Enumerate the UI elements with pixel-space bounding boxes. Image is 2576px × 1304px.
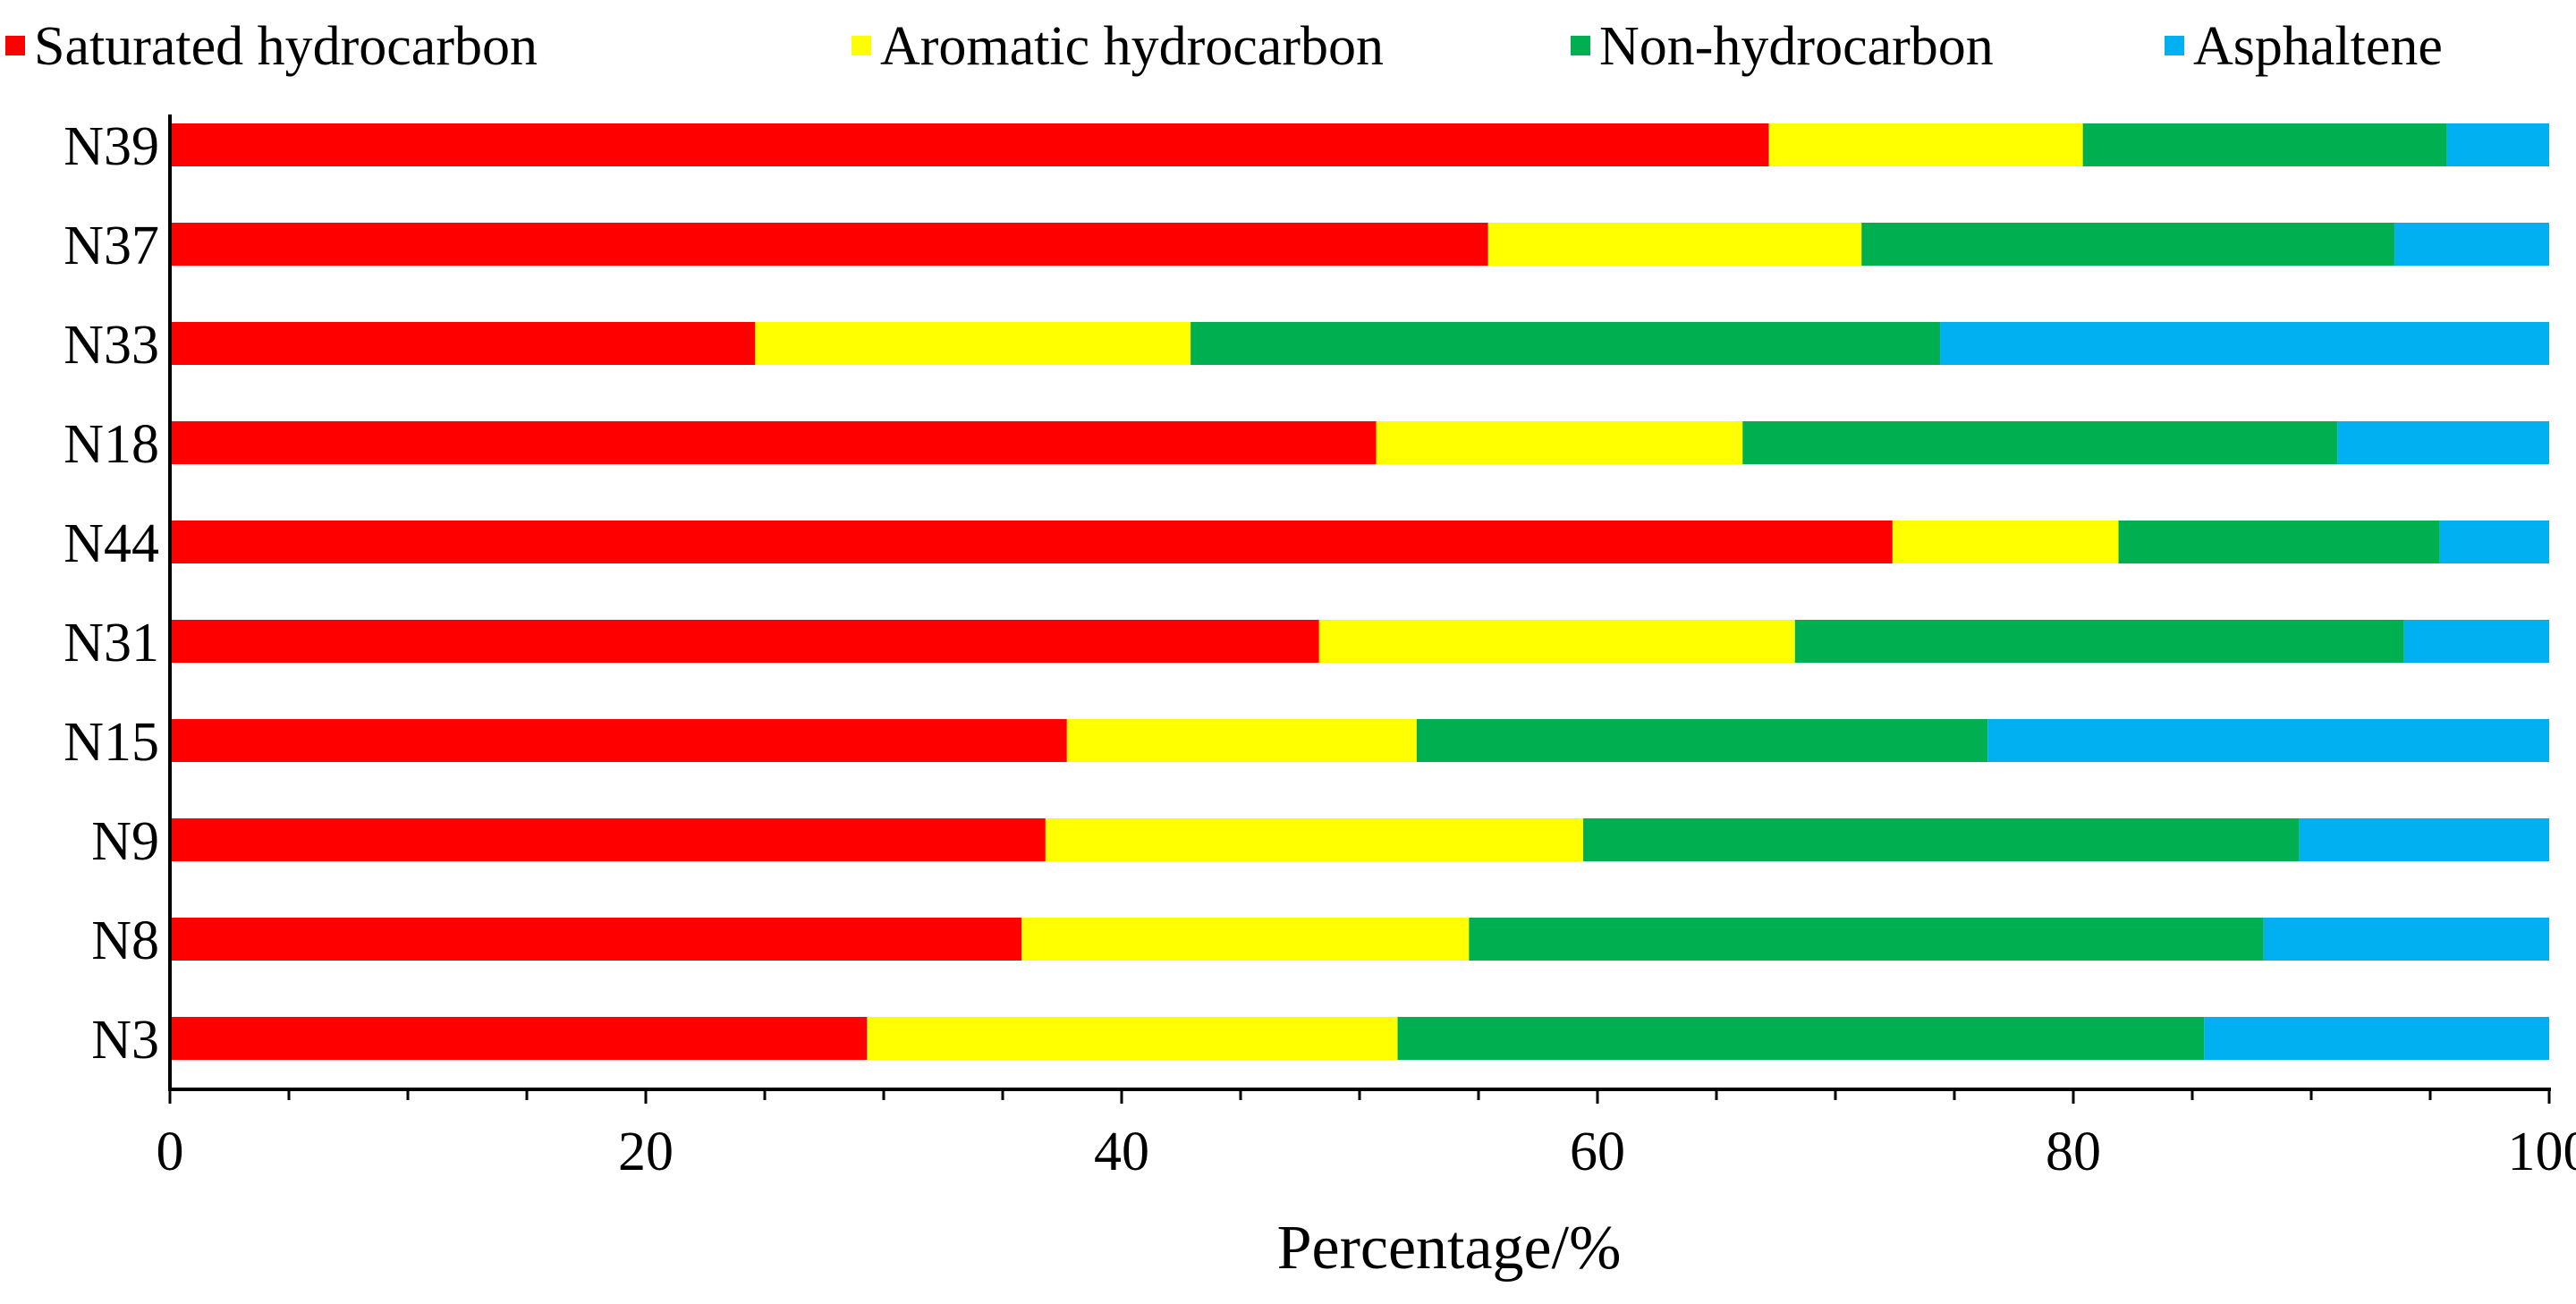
bar-n8-non-hydrocarbon [1469,918,2263,961]
bar-n9-non-hydrocarbon [1583,818,2300,861]
bar-n44-aromatic-hydrocarbon [1893,521,2119,563]
bar-n18-non-hydrocarbon [1742,421,2337,464]
bar-n18-aromatic-hydrocarbon [1377,421,1743,464]
legend-label-aromatic-hydrocarbon: Aromatic hydrocarbon [880,16,1384,77]
legend-swatch-non-hydrocarbon [1571,36,1590,55]
bar-n39-saturated-hydrocarbon [170,123,1769,166]
bar-n31-aromatic-hydrocarbon [1319,620,1795,663]
x-tick-label-80: 80 [2046,1122,2101,1182]
category-label-n39: N39 [64,116,159,177]
bar-n8-asphaltene [2264,918,2549,961]
bar-n44-non-hydrocarbon [2119,521,2440,563]
legend-label-asphaltene: Asphaltene [2193,16,2443,77]
bar-n31-saturated-hydrocarbon [170,620,1319,663]
bar-n3-asphaltene [2204,1017,2549,1060]
legend: Saturated hydrocarbon Aromatic hydrocarbo… [5,16,2443,77]
bar-n33-non-hydrocarbon [1191,322,1940,365]
bar-n39-non-hydrocarbon [2083,123,2447,166]
category-label-n18: N18 [64,414,159,475]
bar-n33-aromatic-hydrocarbon [755,322,1191,365]
bar-n15-saturated-hydrocarbon [170,719,1067,762]
bar-n39-aromatic-hydrocarbon [1769,123,2083,166]
bar-n37-non-hydrocarbon [1861,223,2394,266]
legend-item-saturated-hydrocarbon: Saturated hydrocarbon [5,16,538,77]
bar-n31-non-hydrocarbon [1795,620,2404,663]
legend-item-non-hydrocarbon: Non-hydrocarbon [1571,16,1994,77]
legend-item-aromatic-hydrocarbon: Aromatic hydrocarbon [852,16,1384,77]
category-label-n8: N8 [91,910,159,971]
legend-label-saturated-hydrocarbon: Saturated hydrocarbon [34,16,538,77]
category-label-n9: N9 [91,811,159,872]
legend-swatch-saturated-hydrocarbon [5,36,25,55]
category-label-n33: N33 [64,315,159,376]
legend-item-asphaltene: Asphaltene [2165,16,2443,77]
bar-n39-asphaltene [2447,123,2549,166]
legend-label-non-hydrocarbon: Non-hydrocarbon [1599,16,1994,77]
x-tick-label-0: 0 [157,1122,184,1182]
bar-n44-saturated-hydrocarbon [170,521,1893,563]
bar-n9-saturated-hydrocarbon [170,818,1046,861]
category-label-n15: N15 [64,712,159,773]
bar-n37-aromatic-hydrocarbon [1488,223,1862,266]
bar-n18-asphaltene [2337,421,2549,464]
bar-n8-saturated-hydrocarbon [170,918,1021,961]
bar-n31-asphaltene [2404,620,2549,663]
x-tick-label-60: 60 [1570,1122,1625,1182]
bar-n15-aromatic-hydrocarbon [1067,719,1417,762]
category-label-n3: N3 [91,1010,159,1071]
bar-n15-asphaltene [1987,719,2549,762]
bar-n33-asphaltene [1940,322,2549,365]
bar-n33-saturated-hydrocarbon [170,322,755,365]
bar-n3-aromatic-hydrocarbon [867,1017,1397,1060]
legend-swatch-aromatic-hydrocarbon [852,36,871,55]
bar-n37-asphaltene [2394,223,2549,266]
bar-n8-aromatic-hydrocarbon [1021,918,1469,961]
bar-n9-aromatic-hydrocarbon [1046,818,1583,861]
x-axis-title: Percentage/% [1277,1214,1622,1283]
bar-n15-non-hydrocarbon [1417,719,1987,762]
category-label-n37: N37 [64,216,159,276]
bars: N39 N37 N33 N18 N44 N31 N15 N9 N8 N3 [64,116,2549,1071]
bar-n3-saturated-hydrocarbon [170,1017,867,1060]
bar-n3-non-hydrocarbon [1398,1017,2205,1060]
bar-n18-saturated-hydrocarbon [170,421,1377,464]
category-label-n44: N44 [64,513,159,574]
bar-n9-asphaltene [2300,818,2549,861]
legend-swatch-asphaltene [2165,36,2184,55]
x-tick-label-100: 100 [2508,1122,2576,1182]
bar-n44-asphaltene [2440,521,2549,563]
x-tick-label-40: 40 [1094,1122,1149,1182]
x-tick-label-20: 20 [618,1122,674,1182]
category-label-n31: N31 [64,613,159,673]
bar-n37-saturated-hydrocarbon [170,223,1488,266]
